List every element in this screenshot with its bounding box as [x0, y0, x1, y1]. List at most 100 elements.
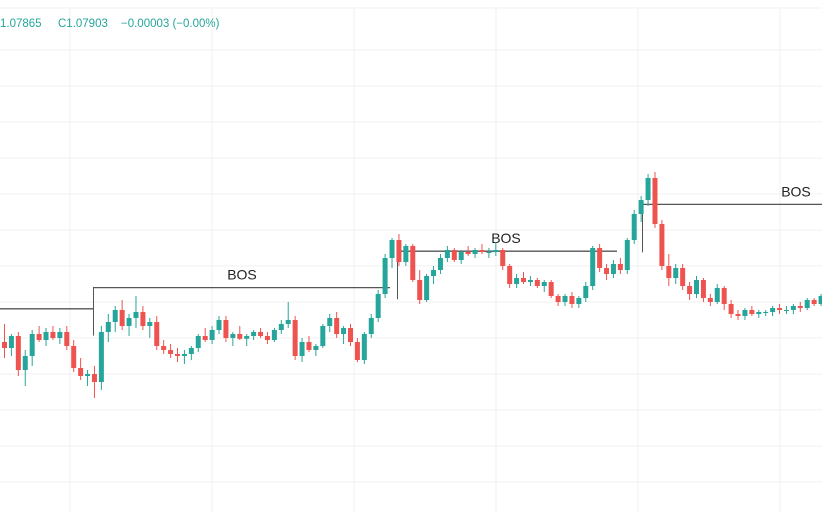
- candle-body: [804, 300, 810, 308]
- candle: [389, 238, 395, 268]
- candle: [410, 244, 416, 282]
- candle: [64, 326, 70, 350]
- candle: [666, 254, 672, 286]
- candle-body: [292, 320, 298, 356]
- candle: [790, 304, 796, 314]
- candle: [652, 172, 658, 228]
- candle: [354, 338, 360, 362]
- candle-body: [57, 332, 63, 338]
- candle-body: [694, 280, 699, 294]
- candle: [29, 330, 35, 366]
- candle-body: [680, 268, 686, 286]
- candle: [299, 338, 305, 362]
- candle: [22, 350, 28, 386]
- candle-body: [437, 258, 443, 270]
- candle-body: [410, 246, 416, 280]
- candle-body: [756, 312, 762, 314]
- candle-body: [631, 214, 637, 240]
- candle-body: [161, 346, 167, 350]
- candle: [43, 328, 49, 346]
- ohlc-low-value: 1.07865: [0, 18, 42, 30]
- candle: [133, 296, 139, 328]
- candle-body: [396, 240, 402, 262]
- candle: [610, 260, 616, 278]
- candle-body: [818, 296, 822, 304]
- candle: [119, 300, 125, 330]
- candle: [783, 306, 789, 314]
- candle-body: [223, 320, 229, 338]
- candle-body: [659, 224, 665, 266]
- candle: [694, 276, 699, 298]
- candle-body: [126, 318, 132, 326]
- candle: [687, 282, 693, 300]
- candle-body: [417, 280, 423, 300]
- bos-label-3: BOS: [781, 183, 811, 199]
- candle: [188, 346, 194, 360]
- candle-body: [119, 310, 125, 326]
- candle: [175, 348, 180, 362]
- ohlc-change-value: −0.00003 (−0.00%): [121, 18, 220, 30]
- candle: [327, 314, 333, 332]
- candle: [804, 298, 810, 310]
- candle-body: [465, 252, 471, 254]
- candle: [514, 274, 520, 288]
- candle: [818, 294, 822, 306]
- candle: [264, 332, 270, 344]
- ohlc-legend: 1.07865 C1.07903 −0.00003 (−0.00%): [0, 18, 220, 30]
- candle-body: [424, 276, 430, 300]
- candle: [368, 314, 374, 338]
- candle: [777, 304, 783, 314]
- candle-body: [597, 248, 603, 268]
- candle: [424, 274, 430, 302]
- candle: [569, 292, 575, 308]
- candle-body: [666, 266, 672, 278]
- candle-body: [175, 354, 180, 356]
- candle: [417, 270, 423, 304]
- candle-body: [486, 252, 492, 253]
- candle: [403, 244, 409, 266]
- candle-body: [216, 320, 222, 330]
- candle-body: [181, 354, 187, 356]
- candle-body: [168, 350, 174, 354]
- candle: [728, 300, 734, 318]
- candle-body: [64, 332, 70, 346]
- candle-body: [112, 310, 118, 322]
- candle: [375, 290, 381, 322]
- candle: [334, 312, 340, 338]
- candle-body: [85, 374, 91, 376]
- bos-label-2: BOS: [491, 230, 521, 246]
- candle: [465, 246, 471, 256]
- candle: [444, 246, 450, 262]
- candle-body: [188, 348, 194, 354]
- candle: [472, 248, 478, 258]
- candle: [216, 316, 222, 334]
- candle: [548, 280, 554, 298]
- candle-body: [728, 304, 734, 314]
- candle-body: [444, 250, 450, 258]
- candle: [735, 310, 741, 320]
- candle-body: [541, 282, 547, 286]
- candlestick-series: [2, 172, 822, 398]
- candle-body: [527, 280, 533, 282]
- candle-body: [140, 312, 146, 326]
- bos-label-1: BOS: [227, 267, 257, 283]
- candle: [617, 258, 623, 274]
- candle-body: [763, 312, 769, 313]
- candle: [583, 282, 589, 302]
- candle-body: [375, 294, 381, 318]
- candle-body: [431, 270, 437, 276]
- candle-body: [700, 280, 706, 298]
- candle-body: [98, 332, 104, 382]
- candle: [527, 276, 533, 286]
- candle: [258, 328, 264, 338]
- candle-body: [534, 280, 540, 286]
- candle: [361, 332, 367, 364]
- candle-body: [354, 342, 360, 360]
- candle: [534, 278, 540, 288]
- candle: [271, 328, 277, 342]
- candle: [576, 296, 582, 308]
- candle-body: [71, 346, 77, 368]
- candle-body: [230, 334, 236, 338]
- candle: [659, 220, 665, 270]
